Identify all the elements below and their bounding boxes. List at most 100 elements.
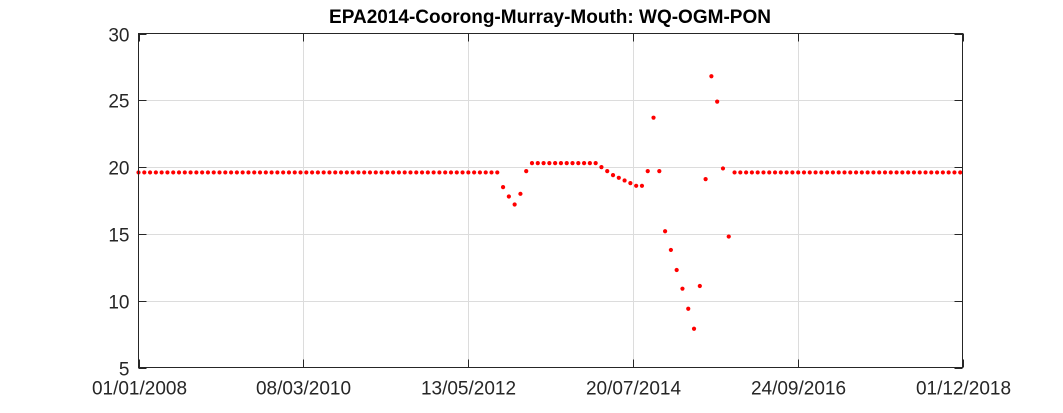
data-point (425, 170, 430, 175)
data-point (529, 160, 535, 166)
data-point (246, 170, 251, 175)
data-point (911, 170, 917, 175)
data-point (344, 170, 349, 175)
data-point (558, 160, 564, 166)
chart-title: EPA2014-Coorong-Murray-Mouth: WQ-OGM-PON (329, 7, 771, 28)
data-point (807, 170, 812, 175)
data-point (934, 170, 940, 175)
data-point (477, 170, 483, 175)
data-point (437, 170, 442, 175)
data-point (639, 183, 645, 188)
data-point (171, 170, 176, 175)
data-point (674, 267, 679, 273)
data-point (865, 170, 870, 175)
data-point (310, 170, 315, 175)
data-point (240, 170, 245, 175)
ticks (138, 33, 964, 369)
data-point (581, 160, 587, 166)
data-points (136, 74, 963, 331)
data-point (419, 170, 425, 175)
data-point (547, 160, 552, 166)
data-point (859, 170, 864, 175)
data-point (680, 286, 685, 291)
data-point (790, 170, 795, 175)
data-point (599, 165, 604, 170)
data-point (275, 170, 280, 175)
plot-area-frame (138, 33, 963, 368)
data-point (489, 170, 494, 175)
data-point (553, 160, 558, 166)
data-point (321, 170, 326, 175)
data-point (165, 170, 170, 175)
data-point (952, 170, 957, 175)
data-point (147, 170, 153, 175)
grid (138, 33, 963, 368)
data-point (917, 170, 922, 175)
data-point (460, 170, 465, 175)
data-point (367, 170, 373, 175)
y-tick-label: 20 (108, 159, 129, 180)
data-point (738, 170, 743, 175)
data-point (871, 170, 876, 175)
data-point (414, 170, 419, 175)
data-point (645, 169, 650, 174)
data-point (940, 170, 945, 175)
data-point (958, 170, 963, 175)
data-point (211, 170, 216, 175)
data-point (755, 170, 760, 175)
data-point (610, 173, 616, 178)
data-point (668, 247, 673, 253)
data-point (923, 170, 928, 175)
data-point (396, 170, 402, 175)
data-point (350, 170, 355, 175)
data-point (223, 170, 228, 175)
data-point (252, 170, 257, 175)
tick-labels: 5 10 15 20 25 30 01/01/2008 08/03/2010 13/05/201… (92, 26, 1011, 400)
data-point (616, 175, 621, 180)
data-point (408, 170, 413, 175)
data-point (651, 115, 656, 120)
data-point (391, 170, 396, 175)
data-point (657, 169, 662, 174)
data-point (454, 170, 459, 175)
x-tick-label: 24/09/2016 (751, 379, 846, 400)
data-point (842, 170, 847, 175)
data-point (194, 170, 199, 175)
data-point (726, 234, 731, 239)
data-point (443, 170, 448, 175)
data-point (327, 170, 332, 175)
data-point (159, 170, 164, 175)
y-tick-label: 25 (108, 92, 129, 113)
data-point (732, 170, 737, 175)
x-tick-label: 01/01/2008 (92, 379, 187, 400)
data-point (483, 170, 488, 175)
data-point (379, 170, 384, 175)
data-point (819, 170, 824, 175)
data-point (518, 191, 523, 196)
data-point (882, 170, 888, 175)
data-point (228, 170, 234, 175)
data-point (709, 74, 714, 79)
data-point (715, 99, 720, 104)
data-point (269, 170, 274, 175)
data-point (263, 170, 268, 175)
data-point (142, 170, 147, 175)
data-point (744, 170, 749, 175)
data-point (153, 170, 158, 175)
data-point (622, 178, 627, 183)
data-point (217, 170, 222, 175)
data-point (778, 170, 783, 175)
data-point (472, 170, 477, 175)
data-point (292, 170, 297, 175)
data-point (205, 170, 211, 175)
data-point (877, 170, 882, 175)
data-point (385, 170, 390, 175)
data-point (541, 160, 546, 166)
data-point (830, 170, 836, 175)
data-point (929, 170, 934, 175)
y-tick-label: 10 (108, 293, 129, 314)
data-point (564, 160, 569, 166)
data-point (257, 170, 263, 175)
data-point (593, 160, 598, 166)
